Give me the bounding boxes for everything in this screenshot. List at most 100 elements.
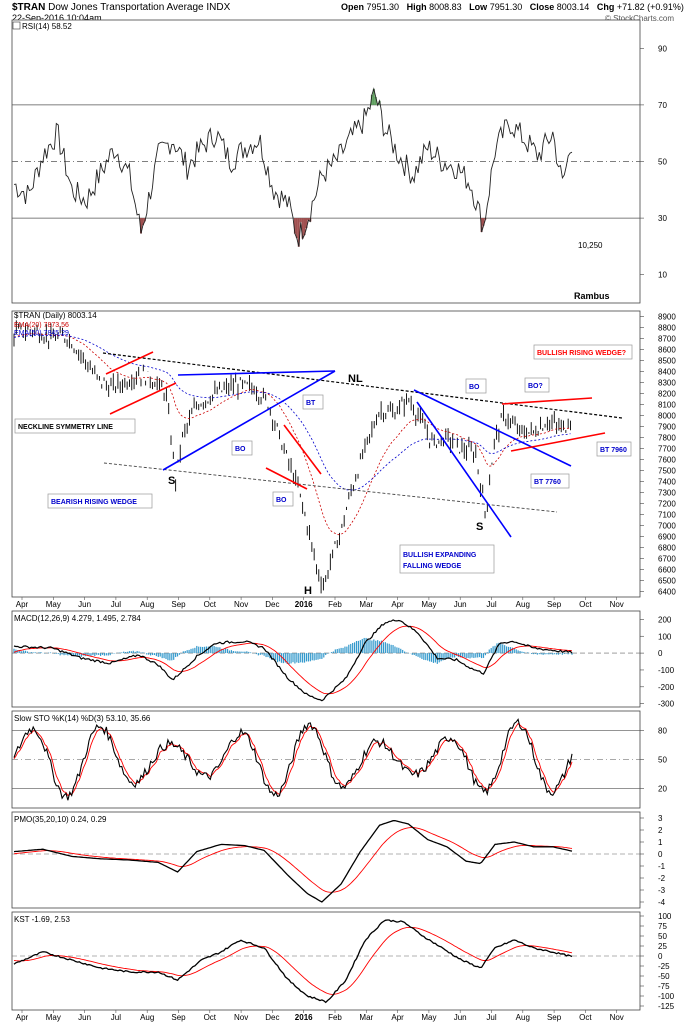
red-wedge-1-bottom	[109, 382, 177, 415]
kst-panel-tick-2: 50	[658, 932, 667, 941]
kst-panel-frame	[11, 911, 641, 1011]
price-panel-tick-10: 7900	[658, 423, 676, 432]
pmo-panel-tick-7: -4	[658, 898, 666, 907]
month-label-bottom-8: Dec	[265, 1013, 279, 1022]
label-bearish-wedge-box	[47, 493, 153, 509]
sto-panel-tick-1: 50	[658, 756, 667, 765]
sto-panel-tick-2: 20	[658, 785, 667, 794]
price-panel-tick-8: 8100	[658, 401, 676, 410]
month-label-top-3: Jul	[111, 600, 121, 609]
pmo-panel-tick-1: 2	[658, 826, 663, 835]
rsi-panel-tick-4: 10	[658, 271, 667, 280]
label-bo1-box	[231, 440, 253, 456]
rsi-panel-tick-2: 50	[658, 158, 667, 167]
close-label: Close	[529, 2, 555, 12]
label-bt3-box	[596, 441, 632, 457]
symbol: $TRAN	[12, 2, 46, 13]
label-bt1-box	[302, 394, 324, 410]
close-value: 8003.14	[556, 2, 590, 12]
macd-panel-tick-0: 200	[658, 615, 672, 624]
label-nl: NL	[348, 373, 363, 385]
pmo-panel-tick-4: -1	[658, 862, 666, 871]
label-bo3-box	[465, 378, 487, 394]
price-panel-tick-14: 7500	[658, 467, 676, 476]
kst-line	[13, 919, 573, 1004]
macd-panel-tick-5: -300	[658, 700, 675, 709]
month-label-bottom-2: Jun	[78, 1013, 91, 1022]
rsi-panel-tick-1: 70	[658, 101, 667, 110]
price-panel-tick-19: 7000	[658, 522, 676, 531]
chart-header-title: $TRAN Dow Jones Transportation Average I…	[12, 2, 230, 13]
pmo-signal-line	[13, 827, 573, 893]
label-bo2-box	[272, 491, 294, 507]
sto-k-line	[13, 718, 573, 801]
rsi-panel-tick-3: 30	[658, 214, 667, 223]
pmo-panel-tick-3: 0	[658, 850, 663, 859]
month-label-top-10: Feb	[328, 600, 342, 609]
label-bo1: BO	[235, 446, 246, 453]
price-panel-tick-23: 6600	[658, 566, 676, 575]
label-bo2: BO	[276, 497, 287, 504]
month-label-bottom-19: Nov	[610, 1013, 624, 1022]
label-bt2: BT 7760	[534, 479, 561, 486]
kst-panel-tick-1: 75	[658, 922, 667, 931]
price-panel-tick-15: 7400	[658, 478, 676, 487]
macd-panel-frame	[11, 610, 641, 708]
month-label-bottom-16: Aug	[516, 1013, 530, 1022]
month-label-bottom-0: Apr	[16, 1013, 29, 1022]
kst-panel-tick-5: -25	[658, 962, 670, 971]
month-label-top-4: Aug	[140, 600, 154, 609]
label-bullish-expanding-1: BULLISH EXPANDING	[403, 552, 477, 559]
price-title: $TRAN (Daily) 8003.14	[14, 311, 97, 320]
month-label-bottom-15: Jul	[486, 1013, 496, 1022]
label-bullish-expanding-2: FALLING WEDGE	[403, 563, 462, 570]
price-panel-tick-13: 7600	[658, 456, 676, 465]
price-panel-tick-20: 6900	[658, 533, 676, 542]
month-label-bottom-14: Jun	[454, 1013, 467, 1022]
blue-rising-wedge-top	[177, 370, 336, 376]
rsi-annotation: 10,250	[578, 241, 603, 250]
open-label: Open	[341, 2, 365, 12]
price-panel-tick-16: 7300	[658, 489, 676, 498]
rising-wedge-top	[501, 397, 593, 405]
label-bullish-rising-box	[533, 344, 633, 360]
pmo-legend: PMO(35,20,10) 0.24, 0.29	[14, 815, 107, 824]
month-label-top-14: Jun	[454, 600, 467, 609]
price-panel-tick-3: 8600	[658, 346, 676, 355]
month-label-bottom-6: Oct	[204, 1013, 217, 1022]
rising-wedge-bottom	[510, 432, 606, 452]
ema20-line	[13, 332, 571, 536]
falling-wedge-top	[413, 389, 572, 467]
price-panel-tick-21: 6800	[658, 544, 676, 553]
ema50-legend: EMA(50) 7845.29	[14, 330, 69, 337]
rsi-legend: RSI(14) 58.52	[22, 22, 72, 31]
symbol-name: Dow Jones Transportation Average	[48, 2, 204, 13]
price-panel-tick-12: 7700	[658, 445, 676, 454]
kst-panel-tick-8: -100	[658, 992, 675, 1001]
rsi-legend-swatch	[12, 21, 21, 30]
month-label-bottom-18: Oct	[579, 1013, 592, 1022]
label-bt1: BT	[306, 400, 316, 407]
month-label-top-18: Oct	[579, 600, 592, 609]
kst-signal-line	[13, 926, 573, 995]
high-value: 8008.83	[429, 2, 462, 12]
month-label-top-7: Nov	[234, 600, 248, 609]
author-label: Rambus	[574, 291, 610, 301]
month-label-bottom-9: 2016	[295, 1013, 313, 1022]
brand-mark: © StockCharts.com	[605, 14, 675, 23]
month-label-top-6: Oct	[204, 600, 217, 609]
label-bt2-box	[530, 473, 570, 489]
label-head: H	[304, 585, 312, 597]
ema50-line	[13, 334, 571, 491]
low-value: 7951.30	[489, 2, 523, 12]
month-label-bottom-12: Apr	[391, 1013, 404, 1022]
ema20-legend: EMA(20) 7873.56	[14, 322, 69, 329]
label-bo3: BO	[469, 384, 480, 391]
month-label-top-9: 2016	[295, 600, 313, 609]
lower-support-line	[103, 462, 558, 513]
kst-panel-tick-7: -75	[658, 982, 670, 991]
label-bt3: BT 7960	[600, 447, 627, 454]
month-label-bottom-5: Sep	[171, 1013, 186, 1022]
chg-label: Chg	[596, 2, 615, 12]
month-label-bottom-4: Aug	[140, 1013, 154, 1022]
